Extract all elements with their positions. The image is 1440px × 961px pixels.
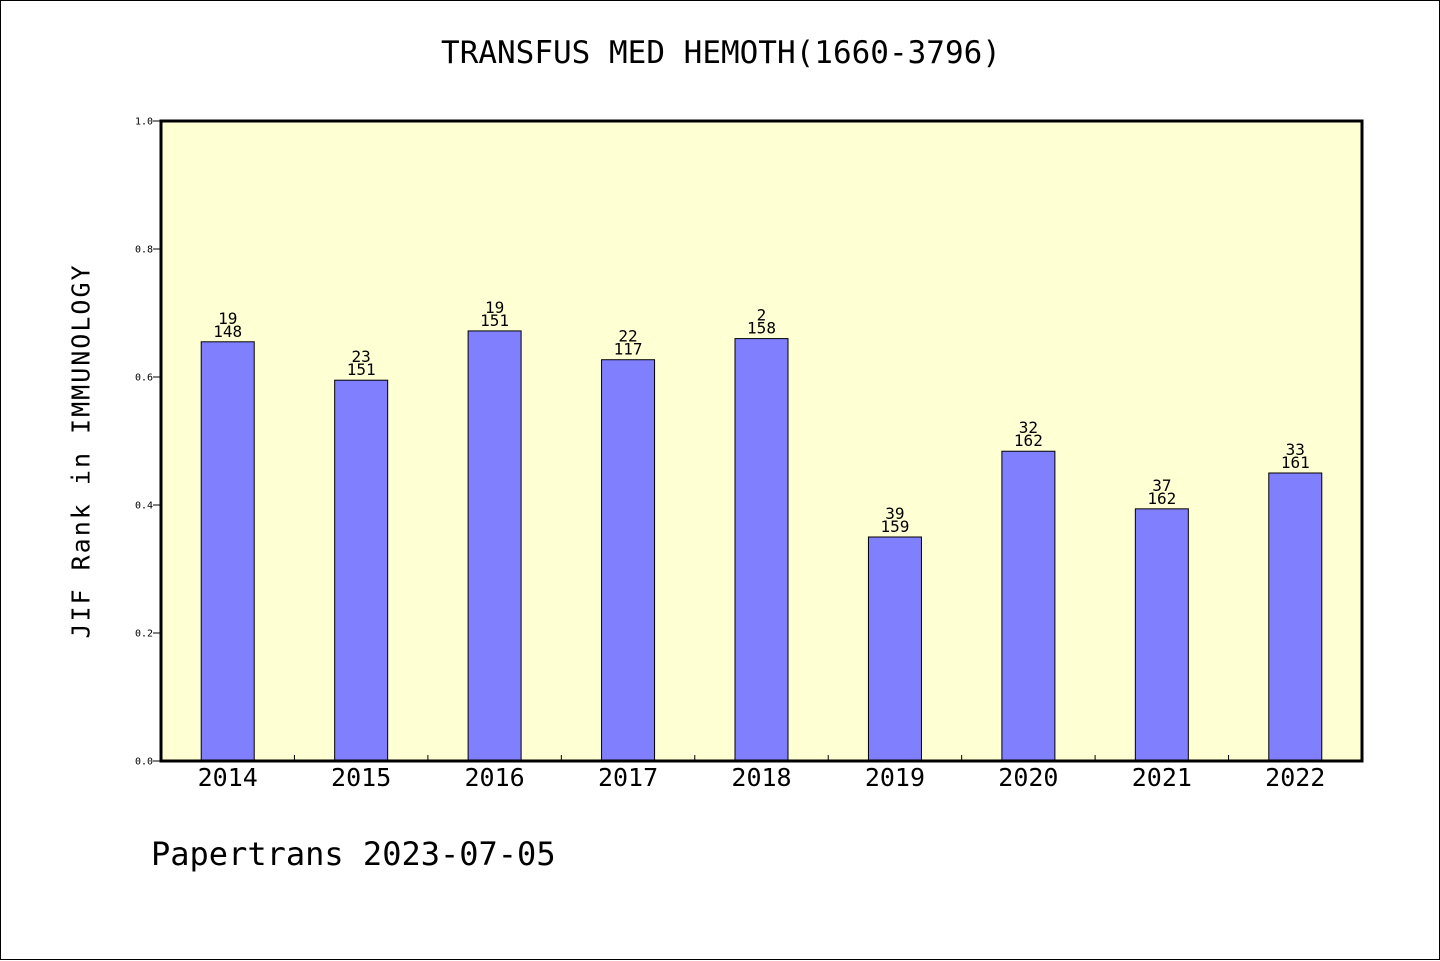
bar-label-total: 162 [1147,489,1176,508]
bar-label-rank: 23 [352,347,371,366]
bar [200,341,255,762]
bar-label-rank: 32 [1019,418,1038,437]
x-tick-label: 2018 [731,763,791,792]
bar-label-total: 117 [614,340,643,359]
chart-title: TRANSFUS MED HEMOTH(1660-3796) [441,35,1001,71]
bar-label-total: 159 [880,517,909,536]
footer-credit: Papertrans 2023-07-05 [151,835,556,873]
bar [334,379,389,762]
bar [1134,508,1189,762]
bar-label-total: 148 [213,322,242,341]
bar-label-rank: 19 [218,309,237,328]
y-tick-label: 0.6 [135,373,153,384]
x-tick-label: 2014 [198,763,258,792]
x-tick-label: 2016 [465,763,525,792]
bar [1268,472,1323,762]
y-tick-label: 0.0 [135,757,153,768]
bar [867,536,922,762]
bar-label-rank: 19 [485,298,504,317]
y-tick-label: 0.8 [135,245,153,256]
y-tick-label: 1.0 [135,117,153,128]
bar [734,338,789,762]
bar-label-total: 162 [1014,431,1043,450]
bar-label-rank: 37 [1152,476,1171,495]
bar [601,359,656,762]
bar-label-rank: 39 [885,504,904,523]
bar-label-rank: 22 [618,327,637,346]
bar [467,330,522,762]
plot-border [159,119,1364,763]
bar-label-total: 161 [1281,453,1310,472]
bar-label-rank: 33 [1286,440,1305,459]
bar-label-total: 151 [347,360,376,379]
bar [1001,450,1056,762]
x-tick-label: 2015 [331,763,391,792]
y-tick-label: 0.2 [135,629,153,640]
y-tick-label: 0.4 [135,501,153,512]
x-tick-label: 2020 [998,763,1058,792]
x-tick-label: 2019 [865,763,925,792]
bar-label-total: 151 [480,311,509,330]
x-tick-label: 2021 [1132,763,1192,792]
x-tick-label: 2022 [1265,763,1325,792]
bar-label-rank: 2 [757,306,767,325]
x-tick-label: 2017 [598,763,658,792]
bar-label-total: 158 [747,319,776,338]
